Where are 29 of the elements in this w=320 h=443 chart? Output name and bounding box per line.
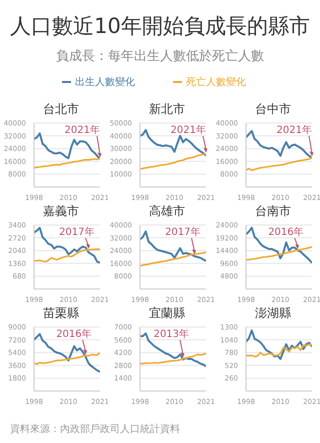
line-series xyxy=(246,246,312,260)
chart-title: 宜蘭縣 xyxy=(148,305,186,322)
annotation: 2021年 xyxy=(276,124,312,136)
line-series xyxy=(246,329,312,360)
source-note: 資料來源：內政部戶政司人口統計資料 xyxy=(10,422,180,436)
annotation: 2017年 xyxy=(59,226,95,238)
annotation: 2021年 xyxy=(170,124,206,136)
line-series xyxy=(140,352,206,364)
chart-title: 台中市 xyxy=(254,101,292,118)
line-series xyxy=(34,158,100,169)
chart-title: 澎湖縣 xyxy=(254,305,292,322)
legend-label: 出生人數變化 xyxy=(74,76,135,89)
line-series xyxy=(246,343,312,358)
chart-title: 苗栗縣 xyxy=(42,305,80,322)
chart-title: 嘉義市 xyxy=(42,203,80,220)
annotation: 2017年 xyxy=(165,226,201,238)
line-series xyxy=(246,226,312,264)
text: 負成長：每年出生人數低於死亡人數 xyxy=(55,48,265,65)
chart-title: 高雄市 xyxy=(148,203,186,220)
annotation: 2016年 xyxy=(56,328,92,340)
annotation: 2013年 xyxy=(154,328,190,340)
chart-title: 新北市 xyxy=(148,101,186,118)
chart-title: 台南市 xyxy=(254,203,292,220)
line-series xyxy=(34,226,100,264)
legend-label: 死亡人數變化 xyxy=(185,76,246,89)
chart-title: 台北市 xyxy=(42,101,80,118)
annotation: 2016年 xyxy=(268,226,304,238)
text: 人口數近10年開始負成長的縣市 xyxy=(9,13,311,40)
annotation: 2021年 xyxy=(64,124,100,136)
